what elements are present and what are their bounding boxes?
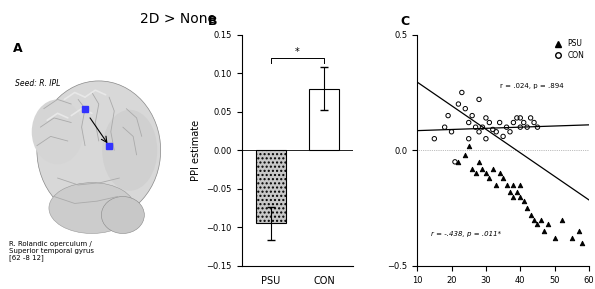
Point [484, 120, 494, 125]
Point [505, 190, 515, 194]
Point [488, 127, 497, 132]
Point [468, 166, 477, 171]
Point [526, 213, 536, 217]
Point [533, 125, 542, 129]
Point [474, 129, 484, 134]
Point [474, 160, 484, 164]
Point [468, 113, 477, 118]
Point [474, 97, 484, 102]
Ellipse shape [32, 99, 83, 164]
Bar [309, 89, 339, 150]
Bar [256, 150, 286, 223]
Point [478, 166, 487, 171]
Point [481, 136, 491, 141]
Point [461, 153, 470, 157]
Point [515, 183, 525, 187]
Point [430, 136, 439, 141]
Point [505, 129, 515, 134]
Point [530, 217, 539, 222]
Point [509, 183, 518, 187]
Point [543, 222, 553, 227]
Point [540, 229, 549, 234]
Point [550, 236, 559, 240]
Point [481, 171, 491, 176]
Point [464, 143, 474, 148]
Point [443, 113, 453, 118]
Point [512, 116, 522, 120]
Point [519, 120, 528, 125]
Point [530, 120, 539, 125]
Point [577, 240, 587, 245]
Point [515, 125, 525, 129]
Point [464, 136, 474, 141]
Text: r = -.438, p = .011*: r = -.438, p = .011* [431, 231, 501, 237]
Point [502, 183, 511, 187]
Point [522, 206, 532, 210]
Point [461, 106, 470, 111]
Point [484, 176, 494, 180]
Ellipse shape [49, 183, 135, 234]
Point [471, 125, 480, 129]
Point [522, 125, 532, 129]
Point [519, 199, 528, 203]
Text: 2D > None: 2D > None [140, 12, 217, 25]
Point [488, 166, 497, 171]
Text: A: A [13, 42, 23, 55]
Ellipse shape [37, 81, 161, 220]
Text: r = .024, p = .894: r = .024, p = .894 [500, 83, 563, 89]
Point [495, 171, 505, 176]
Point [512, 190, 522, 194]
Point [457, 90, 466, 95]
Text: *: * [295, 47, 300, 57]
Ellipse shape [102, 110, 157, 191]
Point [499, 176, 508, 180]
Point [509, 194, 518, 199]
Point [557, 217, 566, 222]
Point [450, 160, 460, 164]
Point [533, 222, 542, 227]
Ellipse shape [101, 197, 145, 234]
Point [499, 134, 508, 139]
Point [464, 120, 474, 125]
Point [495, 120, 505, 125]
Y-axis label: PPI estimate: PPI estimate [191, 120, 201, 181]
Text: Seed: R. IPL: Seed: R. IPL [14, 79, 60, 88]
Point [440, 125, 449, 129]
Point [453, 102, 463, 106]
Text: C: C [400, 15, 409, 28]
Point [574, 229, 584, 234]
Point [567, 236, 577, 240]
Point [471, 171, 480, 176]
Point [502, 125, 511, 129]
Point [536, 217, 546, 222]
Point [491, 183, 501, 187]
Point [526, 116, 536, 120]
Point [491, 129, 501, 134]
Point [515, 194, 525, 199]
Text: B: B [208, 15, 218, 28]
Point [447, 129, 456, 134]
Point [481, 116, 491, 120]
Point [509, 120, 518, 125]
Point [453, 160, 463, 164]
Point [478, 125, 487, 129]
Point [515, 116, 525, 120]
Legend: PSU, CON: PSU, CON [549, 38, 585, 60]
Text: R. Rolandic operculum /
Superior temporal gyrus
[62 -8 12]: R. Rolandic operculum / Superior tempora… [10, 240, 95, 261]
